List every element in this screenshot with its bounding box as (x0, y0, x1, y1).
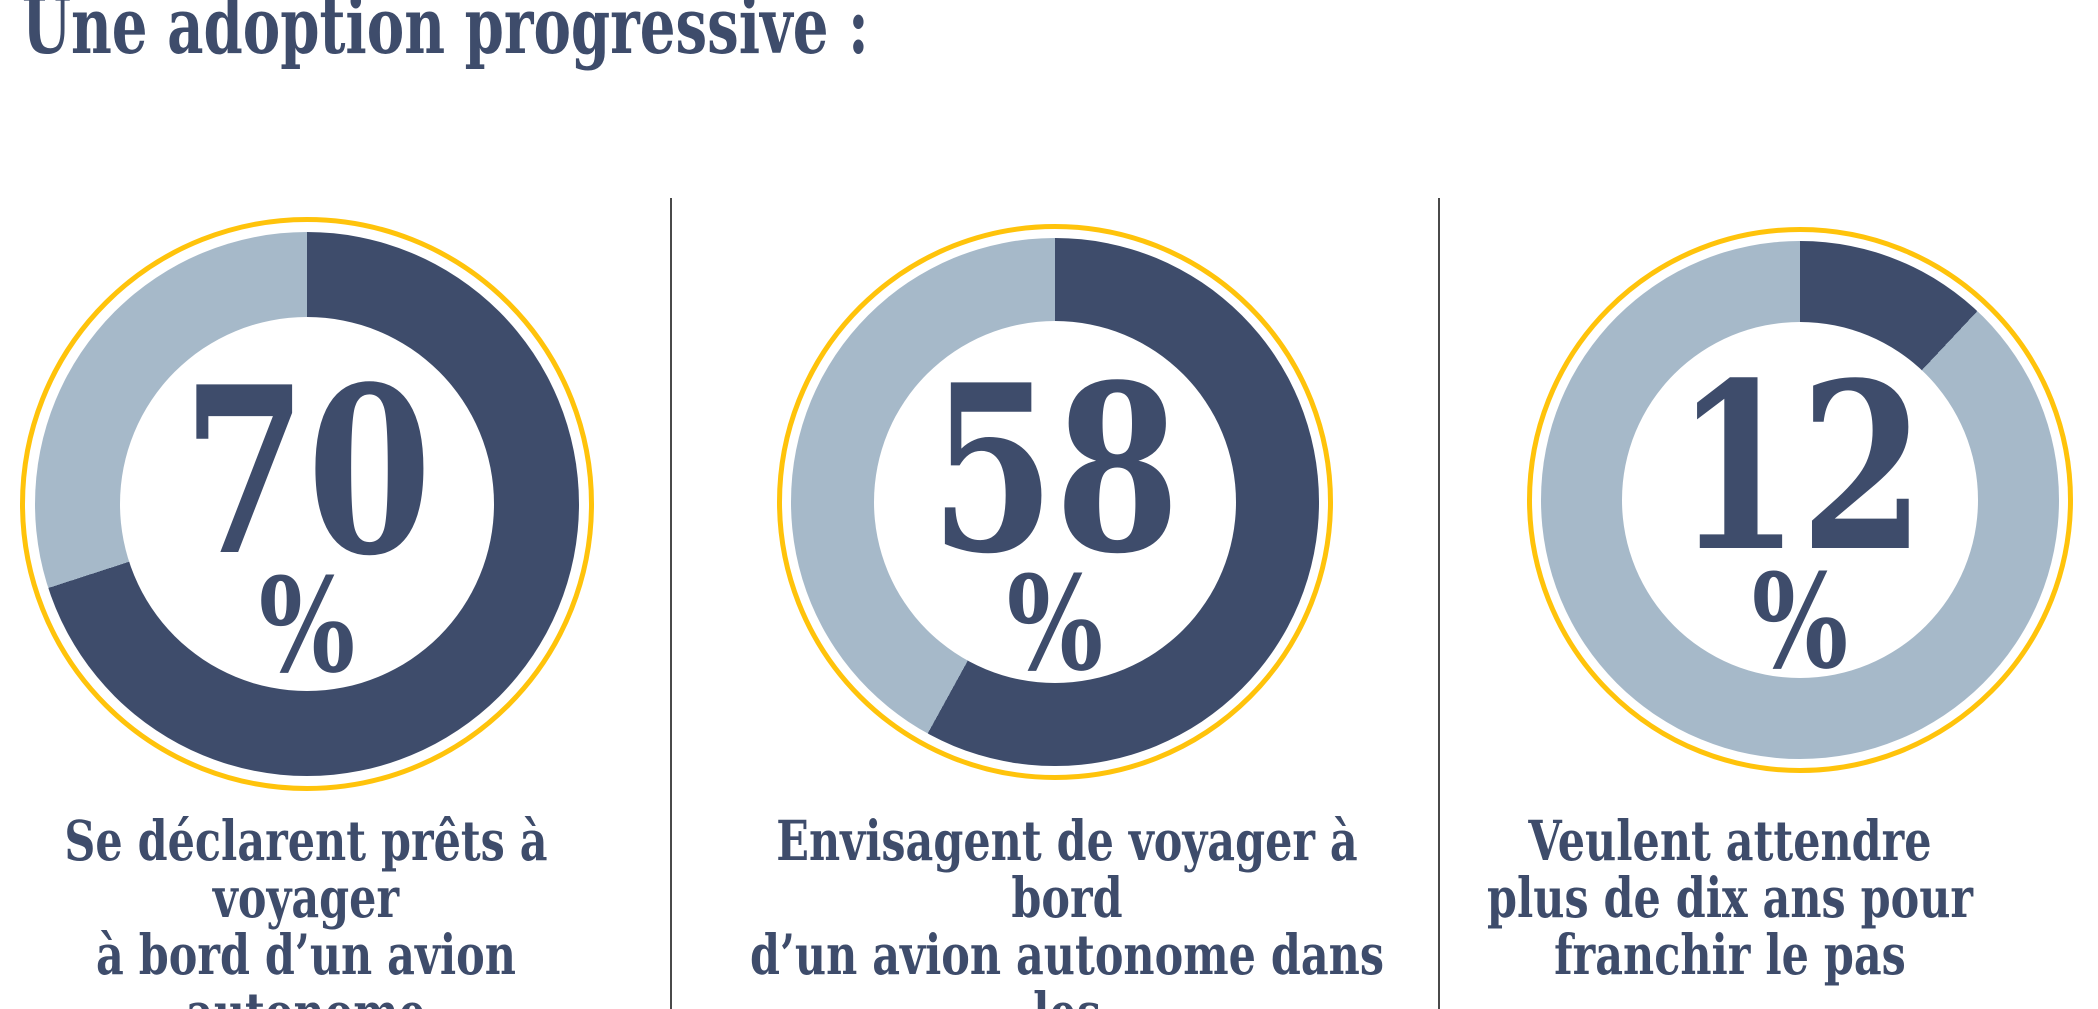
donut-center-value: 12 % (1640, 333, 1960, 698)
caption-line: plus de dix ans pour (1486, 865, 1974, 931)
donut-chart-12 (1527, 227, 2073, 773)
donut-hole (1622, 322, 1978, 678)
caption-line: Envisagent de voyager à bord (776, 808, 1358, 931)
caption-line: d’un avion autonome dans les (750, 922, 1384, 1009)
donut-hole (873, 320, 1237, 684)
donut-center-value: 58 % (895, 335, 1215, 700)
percent-sign: % (258, 548, 356, 702)
percent-sign: % (1006, 546, 1104, 700)
donut-hole (119, 316, 495, 692)
percentage-number: 12 (1675, 333, 1925, 603)
donut-ring (1541, 241, 2059, 759)
caption-line: Veulent attendre (1528, 808, 1932, 873)
caption-line: Se déclarent prêts à voyager (64, 808, 548, 931)
percent-sign: % (1751, 544, 1849, 698)
donut-chart-70 (20, 217, 594, 791)
stat-caption: Veulent attendre plus de dix ans pour fr… (1402, 812, 2057, 984)
percentage-number: 70 (182, 337, 432, 607)
stat-caption: Envisagent de voyager à bord d’un avion … (739, 812, 1394, 1009)
caption-line: franchir le pas (1554, 922, 1906, 988)
donut-chart-58 (777, 224, 1333, 780)
donut-center-value: 70 % (147, 337, 467, 702)
caption-line: à bord d’un avion autonome (96, 922, 516, 1009)
stat-caption: Se déclarent prêts à voyager à bord d’un… (0, 812, 634, 1009)
donut-ring (34, 231, 580, 777)
column-divider-2 (1438, 198, 1440, 1009)
column-divider-1 (670, 198, 672, 1009)
page-title: Une adoption progressive : (22, 0, 869, 72)
percentage-number: 58 (930, 335, 1180, 605)
donut-ring (791, 238, 1319, 766)
